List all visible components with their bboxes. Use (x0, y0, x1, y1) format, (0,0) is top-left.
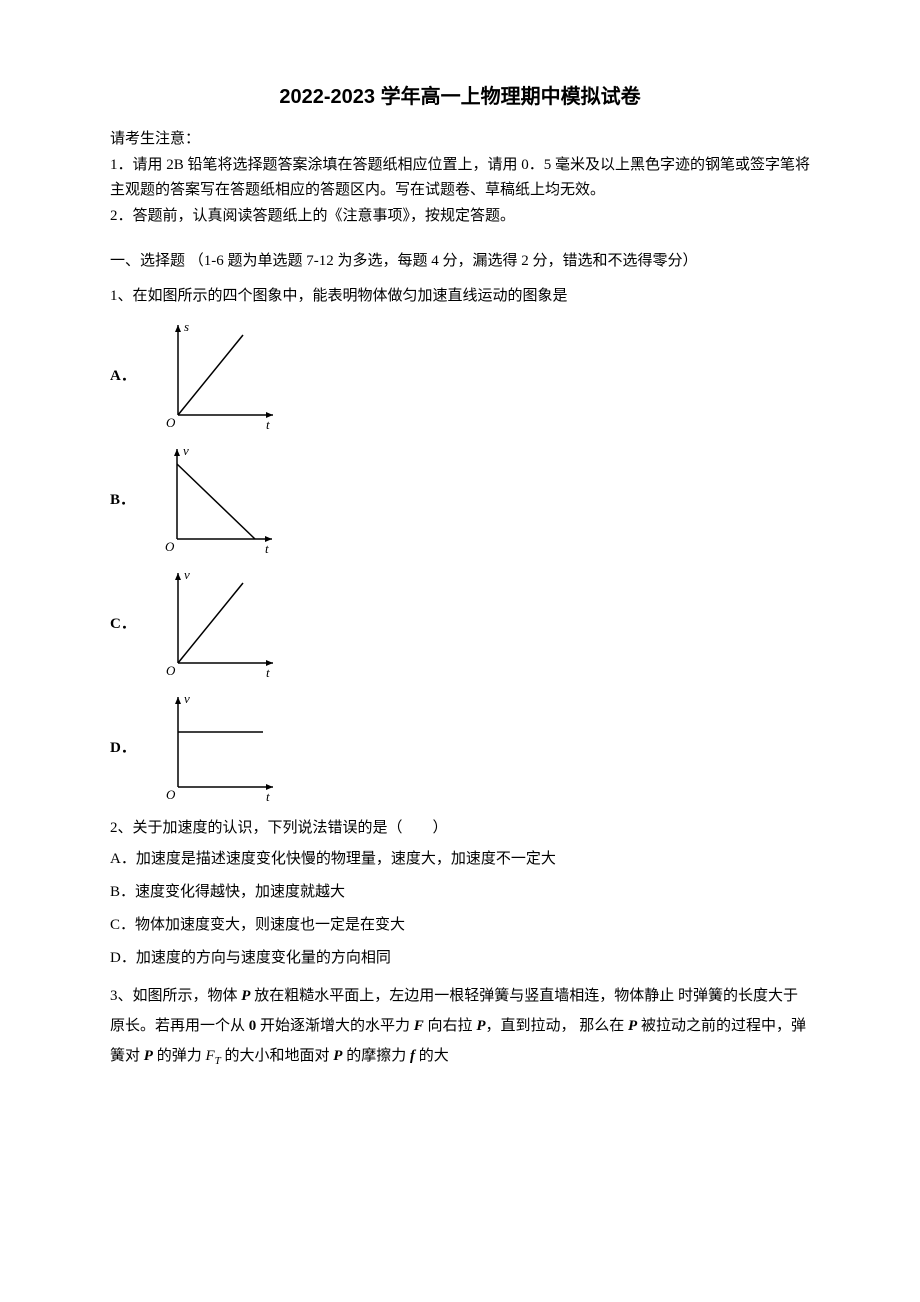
graph-d-xlabel: t (266, 789, 270, 804)
graph-c-xlabel: t (266, 665, 270, 680)
q3-seg-3a: 那么在 (579, 1018, 628, 1034)
q2-option-d: D．加速度的方向与速度变化量的方向相同 (110, 942, 810, 975)
q1-option-a: A． s t O (110, 315, 810, 435)
q1-option-b-label: B． (110, 488, 135, 509)
exam-title: 2022-2023 学年高一上物理期中模拟试卷 (110, 80, 810, 109)
q2-options: A．加速度是描述速度变化快慢的物理量，速度大，加速度不一定大 B．速度变化得越快… (110, 843, 810, 975)
q1-option-c: C． v t O (110, 563, 810, 683)
q3-seg-3c: 的弹力 (153, 1048, 206, 1064)
q3-seg-3f: 的大 (415, 1048, 449, 1064)
question-3-text: 3、如图所示，物体 P 放在粗糙水平面上，左边用一根轻弹簧与竖直墙相连，物体静止… (110, 981, 810, 1072)
q1-graph-d: v t O (148, 687, 288, 807)
q3-var-ft-f: F (205, 1048, 214, 1064)
q3-seg-2b: 开始逐渐增大的水平力 (256, 1018, 414, 1034)
svg-text:O: O (166, 415, 176, 430)
question-2-text: 2、关于加速度的认识，下列说法错误的是（ ） (110, 813, 810, 843)
graph-b-xlabel: t (265, 541, 269, 556)
graph-a-xlabel: t (266, 417, 270, 432)
q2-option-a: A．加速度是描述速度变化快慢的物理量，速度大，加速度不一定大 (110, 843, 810, 876)
q3-seg-3d: 的大小和地面对 (221, 1048, 334, 1064)
q1-graph-a: s t O (148, 315, 288, 435)
q3-seg-2c: 向右拉 (424, 1018, 477, 1034)
q1-option-d-label: D． (110, 736, 136, 757)
q3-seg-3e: 的摩擦力 (342, 1048, 410, 1064)
q3-seg-1a: 3、如图所示，物体 (110, 988, 241, 1004)
q2-option-c: C．物体加速度变大，则速度也一定是在变大 (110, 909, 810, 942)
q3-var-f1: F (414, 1018, 424, 1034)
graph-a-ylabel: s (184, 319, 189, 334)
q1-graph-b: v t O (147, 439, 287, 559)
graph-d-ylabel: v (184, 691, 190, 706)
instructions-block: 请考生注意： 1．请用 2B 铅笔将选择题答案涂填在答题纸相应位置上，请用 0．… (110, 127, 810, 229)
q1-option-c-label: C． (110, 612, 136, 633)
q3-var-p3: P (628, 1018, 637, 1034)
q2-option-b: B．速度变化得越快，加速度就越大 (110, 876, 810, 909)
q1-graph-c: v t O (148, 563, 288, 683)
svg-text:O: O (166, 663, 176, 678)
graph-c-ylabel: v (184, 567, 190, 582)
q1-option-b: B． v t O (110, 439, 810, 559)
q3-seg-1b: 放在粗糙水平面上，左边用一根轻弹簧与竖直墙相连，物体静止 (250, 988, 674, 1004)
q1-option-d: D． v t O (110, 687, 810, 807)
svg-text:O: O (166, 787, 176, 802)
instructions-line-1: 1．请用 2B 铅笔将选择题答案涂填在答题纸相应位置上，请用 0．5 毫米及以上… (110, 153, 810, 204)
instructions-heading: 请考生注意： (110, 127, 810, 153)
q1-option-a-label: A． (110, 364, 136, 385)
question-1-text: 1、在如图所示的四个图象中，能表明物体做匀加速直线运动的图象是 (110, 281, 810, 311)
q3-var-p4: P (144, 1048, 153, 1064)
graph-b-ylabel: v (183, 443, 189, 458)
svg-text:O: O (165, 539, 175, 554)
q3-seg-2d: ，直到拉动， (485, 1018, 575, 1034)
instructions-line-2: 2．答题前，认真阅读答题纸上的《注意事项》，按规定答题。 (110, 204, 810, 230)
section-1-header: 一、选择题 （1-6 题为单选题 7-12 为多选，每题 4 分，漏选得 2 分… (110, 249, 810, 275)
